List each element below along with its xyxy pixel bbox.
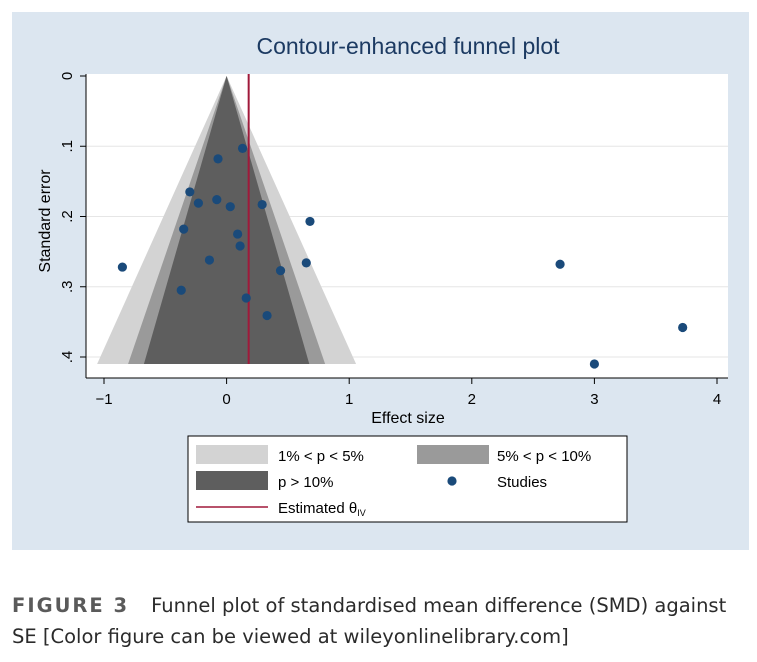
x-tick-label-4: 3 <box>590 391 598 408</box>
study-point-18 <box>241 293 251 303</box>
chart-title: Contour-enhanced funnel plot <box>256 33 560 59</box>
plot-layer <box>86 74 728 369</box>
y-tick-label-4: .4 <box>59 351 76 364</box>
study-point-11 <box>235 241 245 251</box>
x-axis-label: Effect size <box>371 410 445 427</box>
legend-swatch-p10 <box>196 471 268 490</box>
legend: 1% < p < 5% 5% < p < 10% p > 10% Studies… <box>187 435 628 523</box>
study-point-17 <box>176 285 186 295</box>
study-point-6 <box>225 202 235 212</box>
study-point-7 <box>257 199 267 210</box>
study-point-9 <box>179 224 189 234</box>
x-tick-label-1: 0 <box>222 391 230 408</box>
legend-swatch-1-5 <box>196 445 268 464</box>
legend-estimate-theta: Estimated θ <box>278 500 357 517</box>
study-point-14 <box>275 265 286 276</box>
axes: −1 0 1 2 3 4 0 .1 .2 .3 .4 <box>59 72 728 408</box>
legend-label-studies: Studies <box>497 474 547 491</box>
legend-estimate-subscript: IV <box>357 508 366 518</box>
y-tick-label-1: .1 <box>59 140 76 153</box>
legend-label-p10: p > 10% <box>278 474 333 491</box>
study-point-19 <box>262 310 272 321</box>
y-tick-label-3: .3 <box>59 280 76 293</box>
study-point-5 <box>212 195 222 205</box>
legend-swatch-5-10 <box>417 445 489 464</box>
x-tick-label-2: 1 <box>345 391 353 408</box>
caption-text: Funnel plot of standardised mean differe… <box>12 594 727 648</box>
study-point-8 <box>305 216 315 227</box>
study-point-3 <box>185 187 195 197</box>
study-point-20 <box>678 322 688 333</box>
legend-label-estimate: Estimated θIV <box>278 500 366 518</box>
x-tick-label-5: 4 <box>713 391 721 408</box>
y-tick-label-0: 0 <box>59 72 76 80</box>
y-tick-label-2: .2 <box>59 210 76 223</box>
y-axis-label: Standard error <box>37 169 54 273</box>
study-point-2 <box>213 154 223 164</box>
study-point-21 <box>589 359 600 369</box>
study-point-10 <box>233 229 243 239</box>
study-point-13 <box>301 258 311 268</box>
study-point-4 <box>193 198 204 208</box>
study-point-16 <box>555 259 565 269</box>
study-point-12 <box>204 255 215 265</box>
legend-studies-marker <box>447 476 457 486</box>
caption-label: FIGURE 3 <box>12 594 130 617</box>
x-tick-label-0: −1 <box>95 391 112 408</box>
legend-label-1-5: 1% < p < 5% <box>278 448 364 465</box>
legend-label-5-10: 5% < p < 10% <box>497 448 591 465</box>
x-tick-label-3: 2 <box>468 391 476 408</box>
study-point-1 <box>237 143 248 153</box>
figure-caption: FIGURE 3 Funnel plot of standardised mean… <box>12 590 747 652</box>
study-point-15 <box>117 262 127 272</box>
